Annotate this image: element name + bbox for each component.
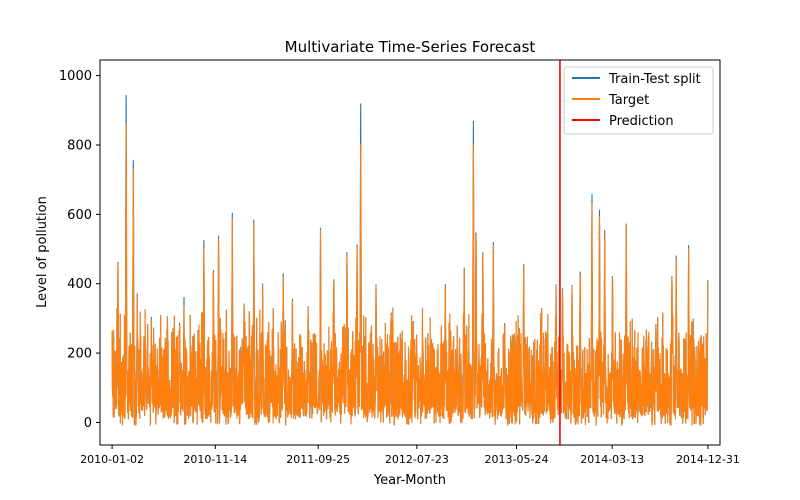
- y-tick-label: 1000: [59, 69, 92, 84]
- legend: Train-Test split Target Prediction: [563, 66, 714, 135]
- x-tick-label: 2013-05-24: [485, 453, 549, 466]
- legend-label-target: Target: [608, 93, 649, 108]
- plot-area: [99, 59, 721, 446]
- x-tick-label: 2010-01-02: [80, 453, 144, 466]
- y-tick-label: 600: [67, 208, 92, 223]
- legend-label-train-test: Train-Test split: [608, 72, 701, 87]
- x-tick-label: 2010-11-14: [183, 453, 247, 466]
- axes-frame: [99, 59, 721, 446]
- y-tick-label: 800: [67, 138, 92, 153]
- x-axis-label: Year-Month: [373, 473, 446, 488]
- y-axis-label: Level of pollution: [35, 196, 50, 308]
- legend-label-prediction: Prediction: [609, 114, 674, 129]
- y-axis: 0 200 400 600 800 1000: [59, 69, 100, 431]
- y-tick-label: 400: [67, 277, 92, 292]
- legend-frame: [563, 66, 714, 135]
- x-tick-label: 2011-09-25: [286, 453, 350, 466]
- series-line-target: [111, 123, 709, 426]
- x-tick-label: 2014-12-31: [676, 453, 740, 466]
- y-tick-label: 200: [67, 347, 92, 362]
- y-tick-label: 0: [84, 416, 92, 431]
- series-layer: [111, 95, 709, 426]
- x-tick-label: 2012-07-23: [385, 453, 449, 466]
- chart-title: Multivariate Time-Series Forecast: [285, 38, 536, 56]
- x-axis: 2010-01-02 2010-11-14 2011-09-25 2012-07-23…: [80, 445, 740, 466]
- x-tick-label: 2014-03-13: [580, 453, 644, 466]
